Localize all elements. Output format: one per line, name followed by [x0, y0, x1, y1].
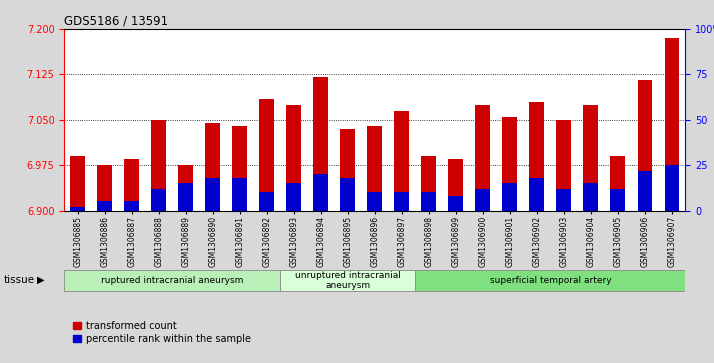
Bar [232, 126, 247, 211]
Bar [394, 111, 409, 211]
Bar [286, 183, 301, 211]
Bar [341, 178, 356, 211]
Text: ruptured intracranial aneurysm: ruptured intracranial aneurysm [101, 276, 243, 285]
Bar [259, 99, 274, 211]
Bar [97, 201, 112, 211]
Bar [530, 178, 544, 211]
Text: superficial temporal artery: superficial temporal artery [490, 276, 611, 285]
Text: unruptured intracranial
aneurysm: unruptured intracranial aneurysm [295, 271, 401, 290]
Bar [583, 105, 598, 211]
Bar [368, 192, 382, 211]
Bar [151, 120, 166, 211]
Text: ▶: ▶ [37, 275, 45, 285]
Bar [556, 189, 571, 211]
Bar [638, 171, 653, 211]
Bar [178, 165, 193, 211]
Text: GDS5186 / 13591: GDS5186 / 13591 [64, 15, 169, 28]
Bar [206, 178, 220, 211]
Bar [151, 189, 166, 211]
Bar [665, 38, 679, 211]
Bar [556, 120, 571, 211]
Bar [341, 129, 356, 211]
FancyBboxPatch shape [64, 270, 281, 291]
Text: tissue: tissue [4, 275, 35, 285]
Bar [610, 189, 625, 211]
Bar [178, 183, 193, 211]
Bar [530, 102, 544, 211]
Bar [476, 189, 491, 211]
Bar [638, 81, 653, 211]
Bar [97, 165, 112, 211]
Bar [71, 207, 85, 211]
Bar [71, 156, 85, 211]
Bar [421, 192, 436, 211]
Bar [503, 183, 518, 211]
Bar [503, 117, 518, 211]
Bar [421, 156, 436, 211]
Bar [124, 201, 139, 211]
Bar [124, 159, 139, 211]
Bar [368, 126, 382, 211]
FancyBboxPatch shape [281, 270, 416, 291]
Bar [665, 165, 679, 211]
Bar [259, 192, 274, 211]
Bar [313, 174, 328, 211]
Bar [583, 183, 598, 211]
FancyBboxPatch shape [416, 270, 685, 291]
Legend: transformed count, percentile rank within the sample: transformed count, percentile rank withi… [69, 317, 254, 348]
Bar [610, 156, 625, 211]
Bar [448, 159, 463, 211]
Bar [476, 105, 491, 211]
Bar [232, 178, 247, 211]
Bar [394, 192, 409, 211]
Bar [286, 105, 301, 211]
Bar [448, 196, 463, 211]
Bar [206, 123, 220, 211]
Bar [313, 77, 328, 211]
